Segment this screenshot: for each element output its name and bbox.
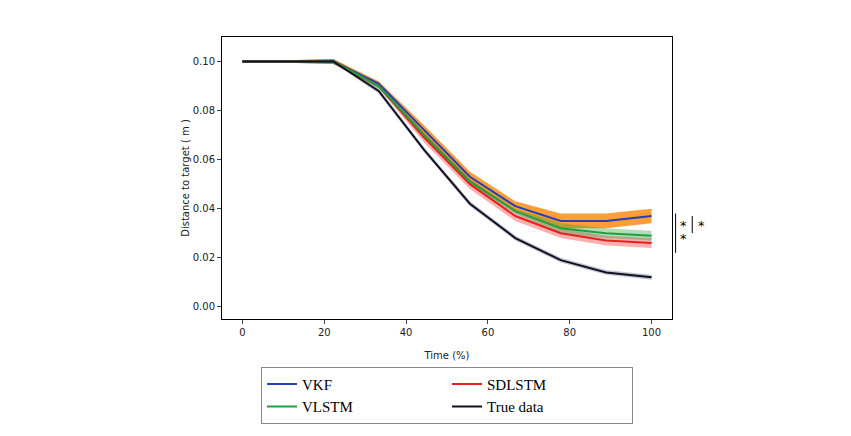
svg-text:True data: True data: [487, 399, 544, 415]
svg-text:0.00: 0.00: [193, 301, 215, 312]
svg-text:0.04: 0.04: [193, 203, 215, 214]
svg-text:80: 80: [563, 327, 576, 338]
svg-text:0.10: 0.10: [193, 56, 215, 67]
svg-text:Distance to target ( m ): Distance to target ( m ): [180, 119, 191, 237]
svg-text:VLSTM: VLSTM: [302, 399, 353, 415]
svg-text:*: *: [680, 218, 687, 233]
svg-text:0.02: 0.02: [193, 252, 215, 263]
svg-text:0.06: 0.06: [193, 154, 215, 165]
svg-text:0: 0: [239, 327, 245, 338]
svg-text:60: 60: [482, 327, 495, 338]
svg-text:VKF: VKF: [302, 377, 332, 393]
svg-text:0.08: 0.08: [193, 105, 215, 116]
svg-text:Time (%): Time (%): [424, 350, 470, 361]
svg-text:40: 40: [400, 327, 413, 338]
svg-text:SDLSTM: SDLSTM: [487, 377, 546, 393]
svg-text:100: 100: [642, 327, 661, 338]
svg-text:*: *: [680, 231, 687, 246]
svg-text:*: *: [698, 218, 705, 233]
svg-text:20: 20: [318, 327, 331, 338]
